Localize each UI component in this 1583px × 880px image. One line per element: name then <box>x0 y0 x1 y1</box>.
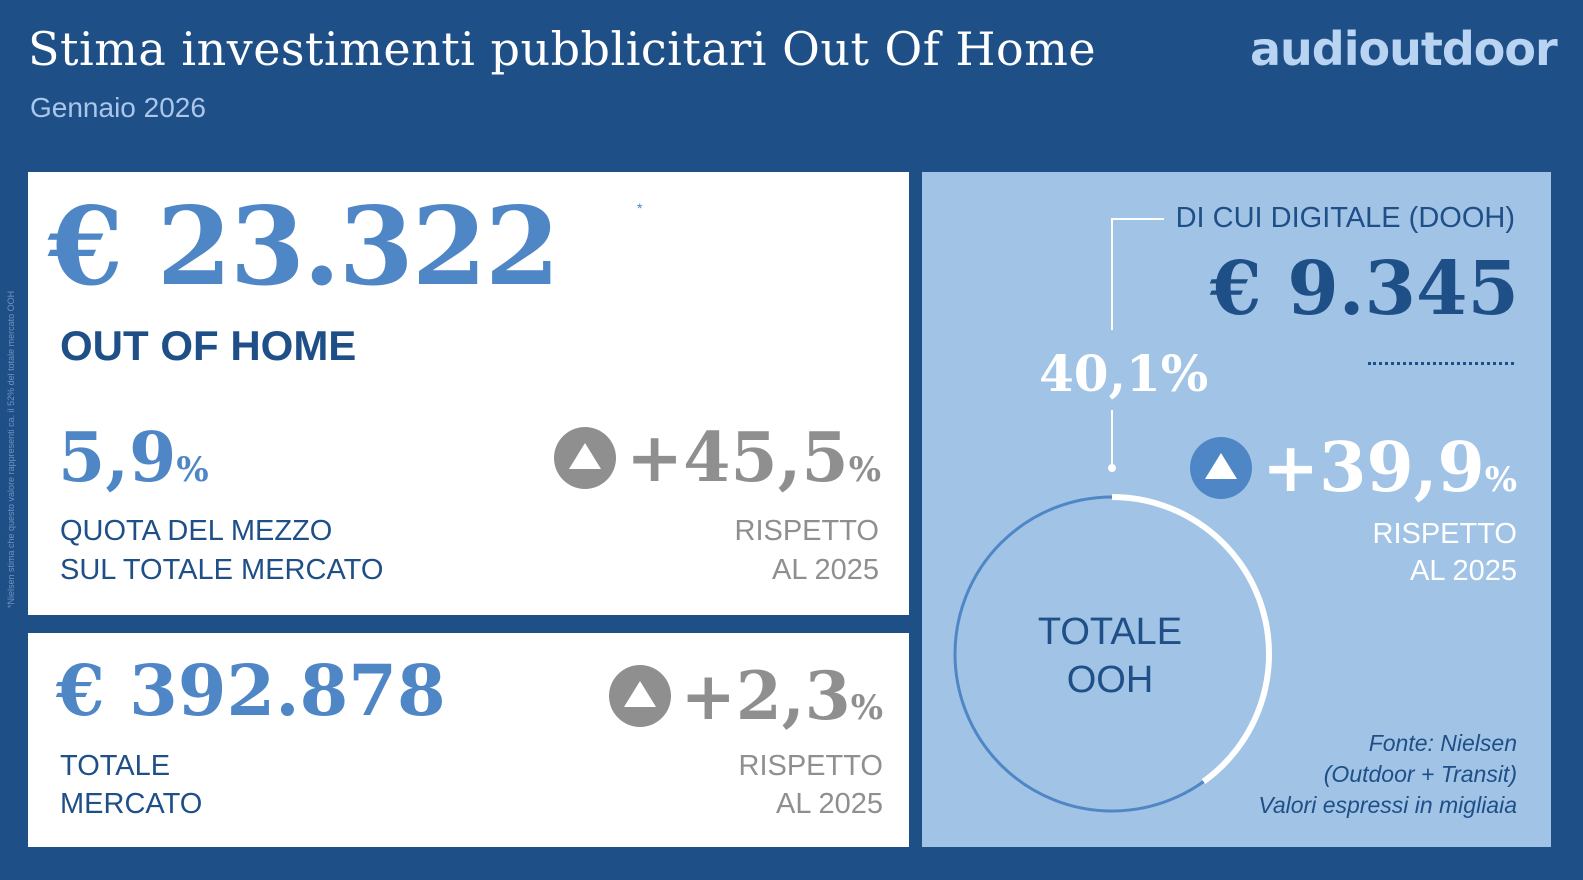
total-growth-unit: % <box>850 688 883 728</box>
ooh-value: € 23.322 <box>48 184 560 310</box>
up-triangle-icon <box>554 427 617 489</box>
dooh-value: € 9.345 <box>1210 246 1519 332</box>
donut-label-line1: TOTALE <box>1037 611 1183 653</box>
total-growth-value: +2,3% <box>681 657 883 735</box>
share-value: 5,9% <box>58 418 209 498</box>
total-growth-number: +2,3 <box>680 657 851 735</box>
up-triangle-icon <box>1190 437 1253 499</box>
ooh-growth-unit: % <box>848 450 881 490</box>
dooh-growth-label: RISPETTO AL 2025 <box>1373 516 1518 590</box>
ooh-asterisk: * <box>637 200 643 216</box>
total-market-label: TOTALE MERCATO <box>60 747 202 823</box>
up-triangle-icon <box>608 665 671 727</box>
callout-line-top <box>1111 218 1164 330</box>
total-market-card: € 392.878 TOTALE MERCATO +2,3% RISPETTO … <box>28 633 909 847</box>
dooh-growth-value: +39,9% <box>1262 428 1517 508</box>
dotted-divider <box>1368 362 1514 365</box>
ooh-growth-number: +45,5 <box>626 418 849 498</box>
total-growth-label: RISPETTO AL 2025 <box>739 747 884 823</box>
share-label-line1: QUOTA DEL MEZZO <box>60 515 333 547</box>
ooh-card: € 23.322 * OUT OF HOME 5,9% QUOTA DEL ME… <box>28 172 909 615</box>
share-label: QUOTA DEL MEZZO SUL TOTALE MERCATO <box>60 512 383 590</box>
dooh-donut-chart <box>953 218 1272 813</box>
source-line2: (Outdoor + Transit) <box>1323 761 1517 787</box>
total-market-value: € 392.878 <box>56 649 446 732</box>
side-footnote: *Nielsen stima che questo valore rappres… <box>6 290 16 608</box>
donut-center-label: TOTALE OOH <box>1010 608 1210 704</box>
dooh-panel: DI CUI DIGITALE (DOOH) € 9.345 40,1% +39… <box>922 172 1551 847</box>
callout-dot <box>1108 464 1116 472</box>
share-number: 5,9 <box>58 418 177 498</box>
dooh-growth-number: +39,9 <box>1262 428 1485 508</box>
source-line1: Fonte: Nielsen <box>1368 730 1517 756</box>
ooh-growth-label-line2: AL 2025 <box>772 554 879 586</box>
total-market-growth: +2,3% <box>608 657 883 735</box>
donut-digital-arc <box>1111 494 1272 785</box>
ooh-growth-label-line1: RISPETTO <box>734 515 880 547</box>
total-market-label-line2: MERCATO <box>60 788 203 820</box>
share-label-line2: SUL TOTALE MERCATO <box>60 554 384 586</box>
ooh-label: OUT OF HOME <box>60 322 357 369</box>
dooh-growth: +39,9% <box>1190 428 1517 508</box>
page-title: Stima investimenti pubblicitari Out Of H… <box>28 22 1097 76</box>
brand-logo: audioutdoor <box>1250 22 1558 76</box>
share-unit: % <box>176 450 209 490</box>
source-line3: Valori espressi in migliaia <box>1258 792 1517 818</box>
ooh-growth-value: +45,5% <box>626 418 881 498</box>
dooh-growth-unit: % <box>1484 460 1517 500</box>
total-growth-label-line1: RISPETTO <box>738 750 884 782</box>
total-market-label-line1: TOTALE <box>60 750 171 782</box>
ooh-growth-label: RISPETTO AL 2025 <box>735 512 880 590</box>
donut-label-line2: OOH <box>1066 659 1154 701</box>
dooh-growth-label-line2: AL 2025 <box>1410 555 1517 587</box>
page-subtitle: Gennaio 2026 <box>30 92 206 123</box>
dooh-growth-label-line1: RISPETTO <box>1372 518 1518 550</box>
source-note: Fonte: Nielsen (Outdoor + Transit) Valor… <box>1258 728 1517 821</box>
total-growth-label-line2: AL 2025 <box>776 788 883 820</box>
dooh-title: DI CUI DIGITALE (DOOH) <box>1175 202 1515 234</box>
dooh-share-pct: 40,1% <box>1039 344 1209 403</box>
ooh-growth: +45,5% <box>554 418 881 498</box>
